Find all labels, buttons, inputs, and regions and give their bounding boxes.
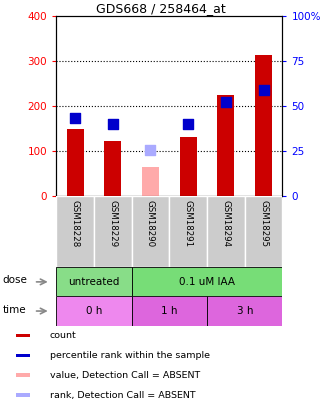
Point — [261, 86, 266, 93]
Bar — [132, 267, 282, 296]
Bar — [245, 196, 282, 267]
Bar — [132, 296, 207, 326]
Point — [73, 114, 78, 121]
Text: 3 h: 3 h — [237, 306, 253, 316]
Text: time: time — [3, 305, 26, 315]
Bar — [56, 267, 132, 296]
Text: GSM18291: GSM18291 — [184, 200, 193, 247]
Bar — [66, 129, 83, 196]
Text: GDS668 / 258464_at: GDS668 / 258464_at — [96, 2, 225, 15]
Text: GSM18229: GSM18229 — [108, 200, 117, 247]
Point — [148, 147, 153, 153]
Text: rank, Detection Call = ABSENT: rank, Detection Call = ABSENT — [49, 390, 195, 400]
Bar — [180, 136, 197, 196]
Bar — [217, 96, 234, 196]
Text: dose: dose — [3, 275, 28, 286]
Bar — [56, 196, 94, 267]
Bar — [207, 196, 245, 267]
Bar — [94, 196, 132, 267]
Text: untreated: untreated — [68, 277, 120, 287]
Bar — [207, 296, 282, 326]
Bar — [16, 354, 30, 357]
Bar — [142, 167, 159, 196]
Text: 0.1 uM IAA: 0.1 uM IAA — [179, 277, 235, 287]
Text: count: count — [49, 331, 76, 340]
Bar — [56, 296, 132, 326]
Text: percentile rank within the sample: percentile rank within the sample — [49, 351, 210, 360]
Bar — [16, 373, 30, 377]
Bar — [132, 196, 169, 267]
Text: GSM18295: GSM18295 — [259, 200, 268, 247]
Text: 0 h: 0 h — [86, 306, 102, 316]
Bar — [255, 55, 272, 196]
Bar — [169, 196, 207, 267]
Text: value, Detection Call = ABSENT: value, Detection Call = ABSENT — [49, 371, 200, 380]
Text: 1 h: 1 h — [161, 306, 178, 316]
Bar — [104, 141, 121, 196]
Text: GSM18290: GSM18290 — [146, 200, 155, 247]
Text: GSM18228: GSM18228 — [71, 200, 80, 247]
Point — [110, 121, 115, 128]
Bar — [16, 393, 30, 397]
Bar — [16, 334, 30, 337]
Point — [223, 98, 229, 105]
Point — [186, 121, 191, 128]
Text: GSM18294: GSM18294 — [221, 200, 230, 247]
